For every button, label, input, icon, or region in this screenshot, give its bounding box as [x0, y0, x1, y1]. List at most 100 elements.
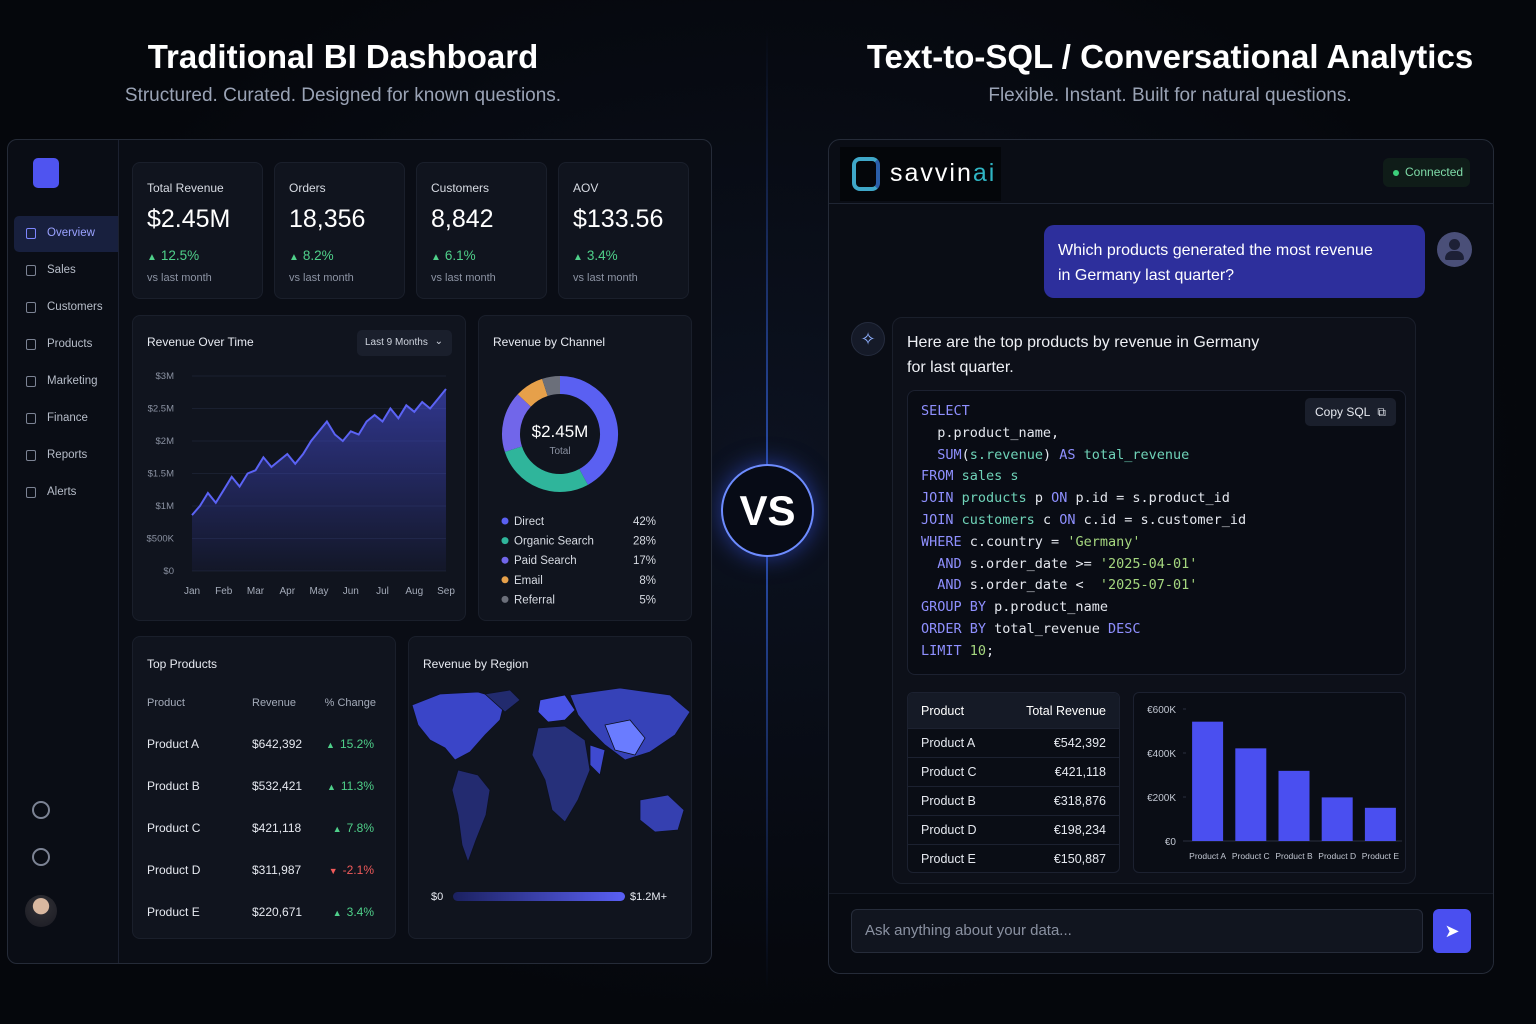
sql-line: AND s.order_date >= '2025-04-01': [921, 556, 1197, 572]
sql-token: products: [961, 490, 1027, 507]
sql-token: '2025-07-01': [1099, 577, 1198, 594]
cell: Product D: [147, 863, 201, 877]
kpi-card: Orders 18,356 ▲ 8.2% vs last month: [274, 162, 405, 299]
kpi-card: Customers 8,842 ▲ 6.1% vs last month: [416, 162, 547, 299]
sql-token: 10: [969, 642, 987, 659]
brand-logo: savvinai: [840, 147, 1001, 201]
nav-item[interactable]: Finance: [14, 401, 118, 437]
left-title: Traditional BI Dashboard: [147, 38, 539, 75]
nav-item[interactable]: Reports: [14, 438, 118, 474]
table-row: Product A €542,392: [908, 728, 1119, 757]
nav-icon: [26, 265, 36, 276]
sql-token: ): [1042, 446, 1060, 463]
sql-token: SELECT: [921, 403, 970, 419]
arrow: ▲: [326, 782, 336, 792]
change-text: 8.2%: [302, 248, 334, 263]
cell: €421,118: [1054, 765, 1106, 779]
assistant-icon: ✧: [851, 322, 885, 356]
header-row: Product Total Revenue: [908, 693, 1119, 728]
arrow: ▲: [332, 908, 342, 918]
table-row: Product C €421,118: [908, 757, 1119, 786]
sql-token: DESC: [1107, 621, 1141, 637]
change-text: 11.3%: [340, 779, 374, 793]
sql-line: JOIN customers c ON c.id = s.customer_id: [921, 512, 1246, 528]
arrow: ▲: [147, 252, 157, 263]
sql-token: sales s: [961, 468, 1019, 485]
sql-token: p.product_name,: [921, 424, 1060, 441]
sql-token: [954, 512, 962, 528]
sql-token: s.order_date <: [961, 577, 1100, 594]
sql-token: GROUP BY: [921, 599, 987, 616]
user-avatar[interactable]: [25, 895, 57, 927]
sql-token: FROM: [921, 468, 954, 485]
nav-item[interactable]: Overview: [14, 216, 118, 252]
brand-part: savvin: [890, 159, 973, 187]
kpi-value: 18,356: [289, 205, 366, 233]
cell: €542,392: [1053, 736, 1106, 750]
table-row: Product B €318,876: [908, 786, 1119, 815]
sql-token: SUM: [937, 446, 962, 463]
sql-block: Copy SQL ⧉ SELECT p.product_name, SUM(s.r…: [907, 390, 1406, 675]
column-header: Product: [921, 704, 965, 718]
nav-item[interactable]: Sales: [14, 253, 118, 289]
settings-icon[interactable]: [32, 801, 50, 819]
nav-label: Customers: [47, 301, 103, 313]
change-cell: ▲ 15.2%: [326, 737, 374, 751]
revenue-by-region-card: Revenue by Region $0 $1.2M+: [408, 636, 692, 939]
kpi-change: ▲ 3.4%: [573, 248, 618, 263]
help-icon[interactable]: [32, 848, 50, 866]
sql-line: LIMIT 10;: [921, 643, 994, 659]
sql-token: 'Germany': [1067, 533, 1141, 550]
app-logo: [33, 158, 59, 188]
change-text: 6.1%: [444, 248, 476, 263]
sql-token: ON: [1051, 490, 1068, 507]
arrow: ▲: [573, 252, 583, 263]
cell: €198,234: [1053, 823, 1106, 837]
table-row: Product D €198,234: [908, 815, 1119, 844]
nav-item[interactable]: Customers: [14, 290, 118, 326]
kpi-label: Total Revenue: [147, 181, 224, 195]
button-label: Copy SQL: [1315, 405, 1371, 419]
send-button[interactable]: ➤: [1433, 909, 1471, 953]
change-cell: ▼ -2.1%: [329, 863, 374, 877]
cell: Product C: [921, 765, 977, 779]
sql-token: JOIN: [921, 490, 954, 507]
sql-token: s.revenue: [969, 446, 1043, 463]
cell: Product E: [147, 905, 200, 919]
sql-line: JOIN products p ON p.id = s.product_id: [921, 490, 1230, 506]
nav-label: Sales: [47, 264, 76, 276]
sql-line: FROM sales s: [921, 468, 1019, 484]
sql-token: p.id = s.product_id: [1067, 490, 1230, 507]
sql-line: p.product_name,: [921, 425, 1059, 441]
nav-item[interactable]: Products: [14, 327, 118, 363]
sql-token: customers: [961, 512, 1035, 528]
card-title: Revenue by Channel: [493, 335, 606, 349]
brand-name: savvinai: [890, 159, 996, 188]
cell: Product A: [147, 737, 200, 751]
range-dropdown[interactable]: Last 9 Months ⌄: [357, 330, 452, 356]
card-title: Top Products: [147, 657, 218, 671]
legend-gradient: [453, 892, 625, 901]
nav-label: Marketing: [47, 375, 98, 387]
brand-part: ai: [972, 159, 997, 187]
sql-token: [921, 556, 937, 572]
nav-icon: [26, 450, 36, 461]
copy-sql-button[interactable]: Copy SQL ⧉: [1305, 398, 1396, 426]
nav-icon: [26, 228, 36, 239]
kpi-note: vs last month: [573, 272, 638, 284]
nav-item[interactable]: Alerts: [14, 475, 118, 511]
cell: $642,392: [252, 737, 303, 751]
left-subtitle: Structured. Curated. Designed for known …: [124, 85, 562, 106]
legend-min: $0: [431, 891, 444, 903]
cell: Product B: [921, 794, 976, 808]
answer-text: Here are the top products by revenue in …: [907, 334, 1260, 376]
nav-item[interactable]: Marketing: [14, 364, 118, 400]
chat-input[interactable]: Ask anything about your data...: [851, 909, 1423, 953]
sql-token: AND: [937, 555, 962, 572]
sidebar: Overview Sales Customers Products Marketing F…: [8, 140, 119, 963]
kpi-change: ▲ 6.1%: [431, 248, 476, 263]
cell: $421,118: [252, 821, 302, 835]
kpi-value: $133.56: [573, 205, 664, 233]
sql-token: ON: [1059, 512, 1076, 528]
